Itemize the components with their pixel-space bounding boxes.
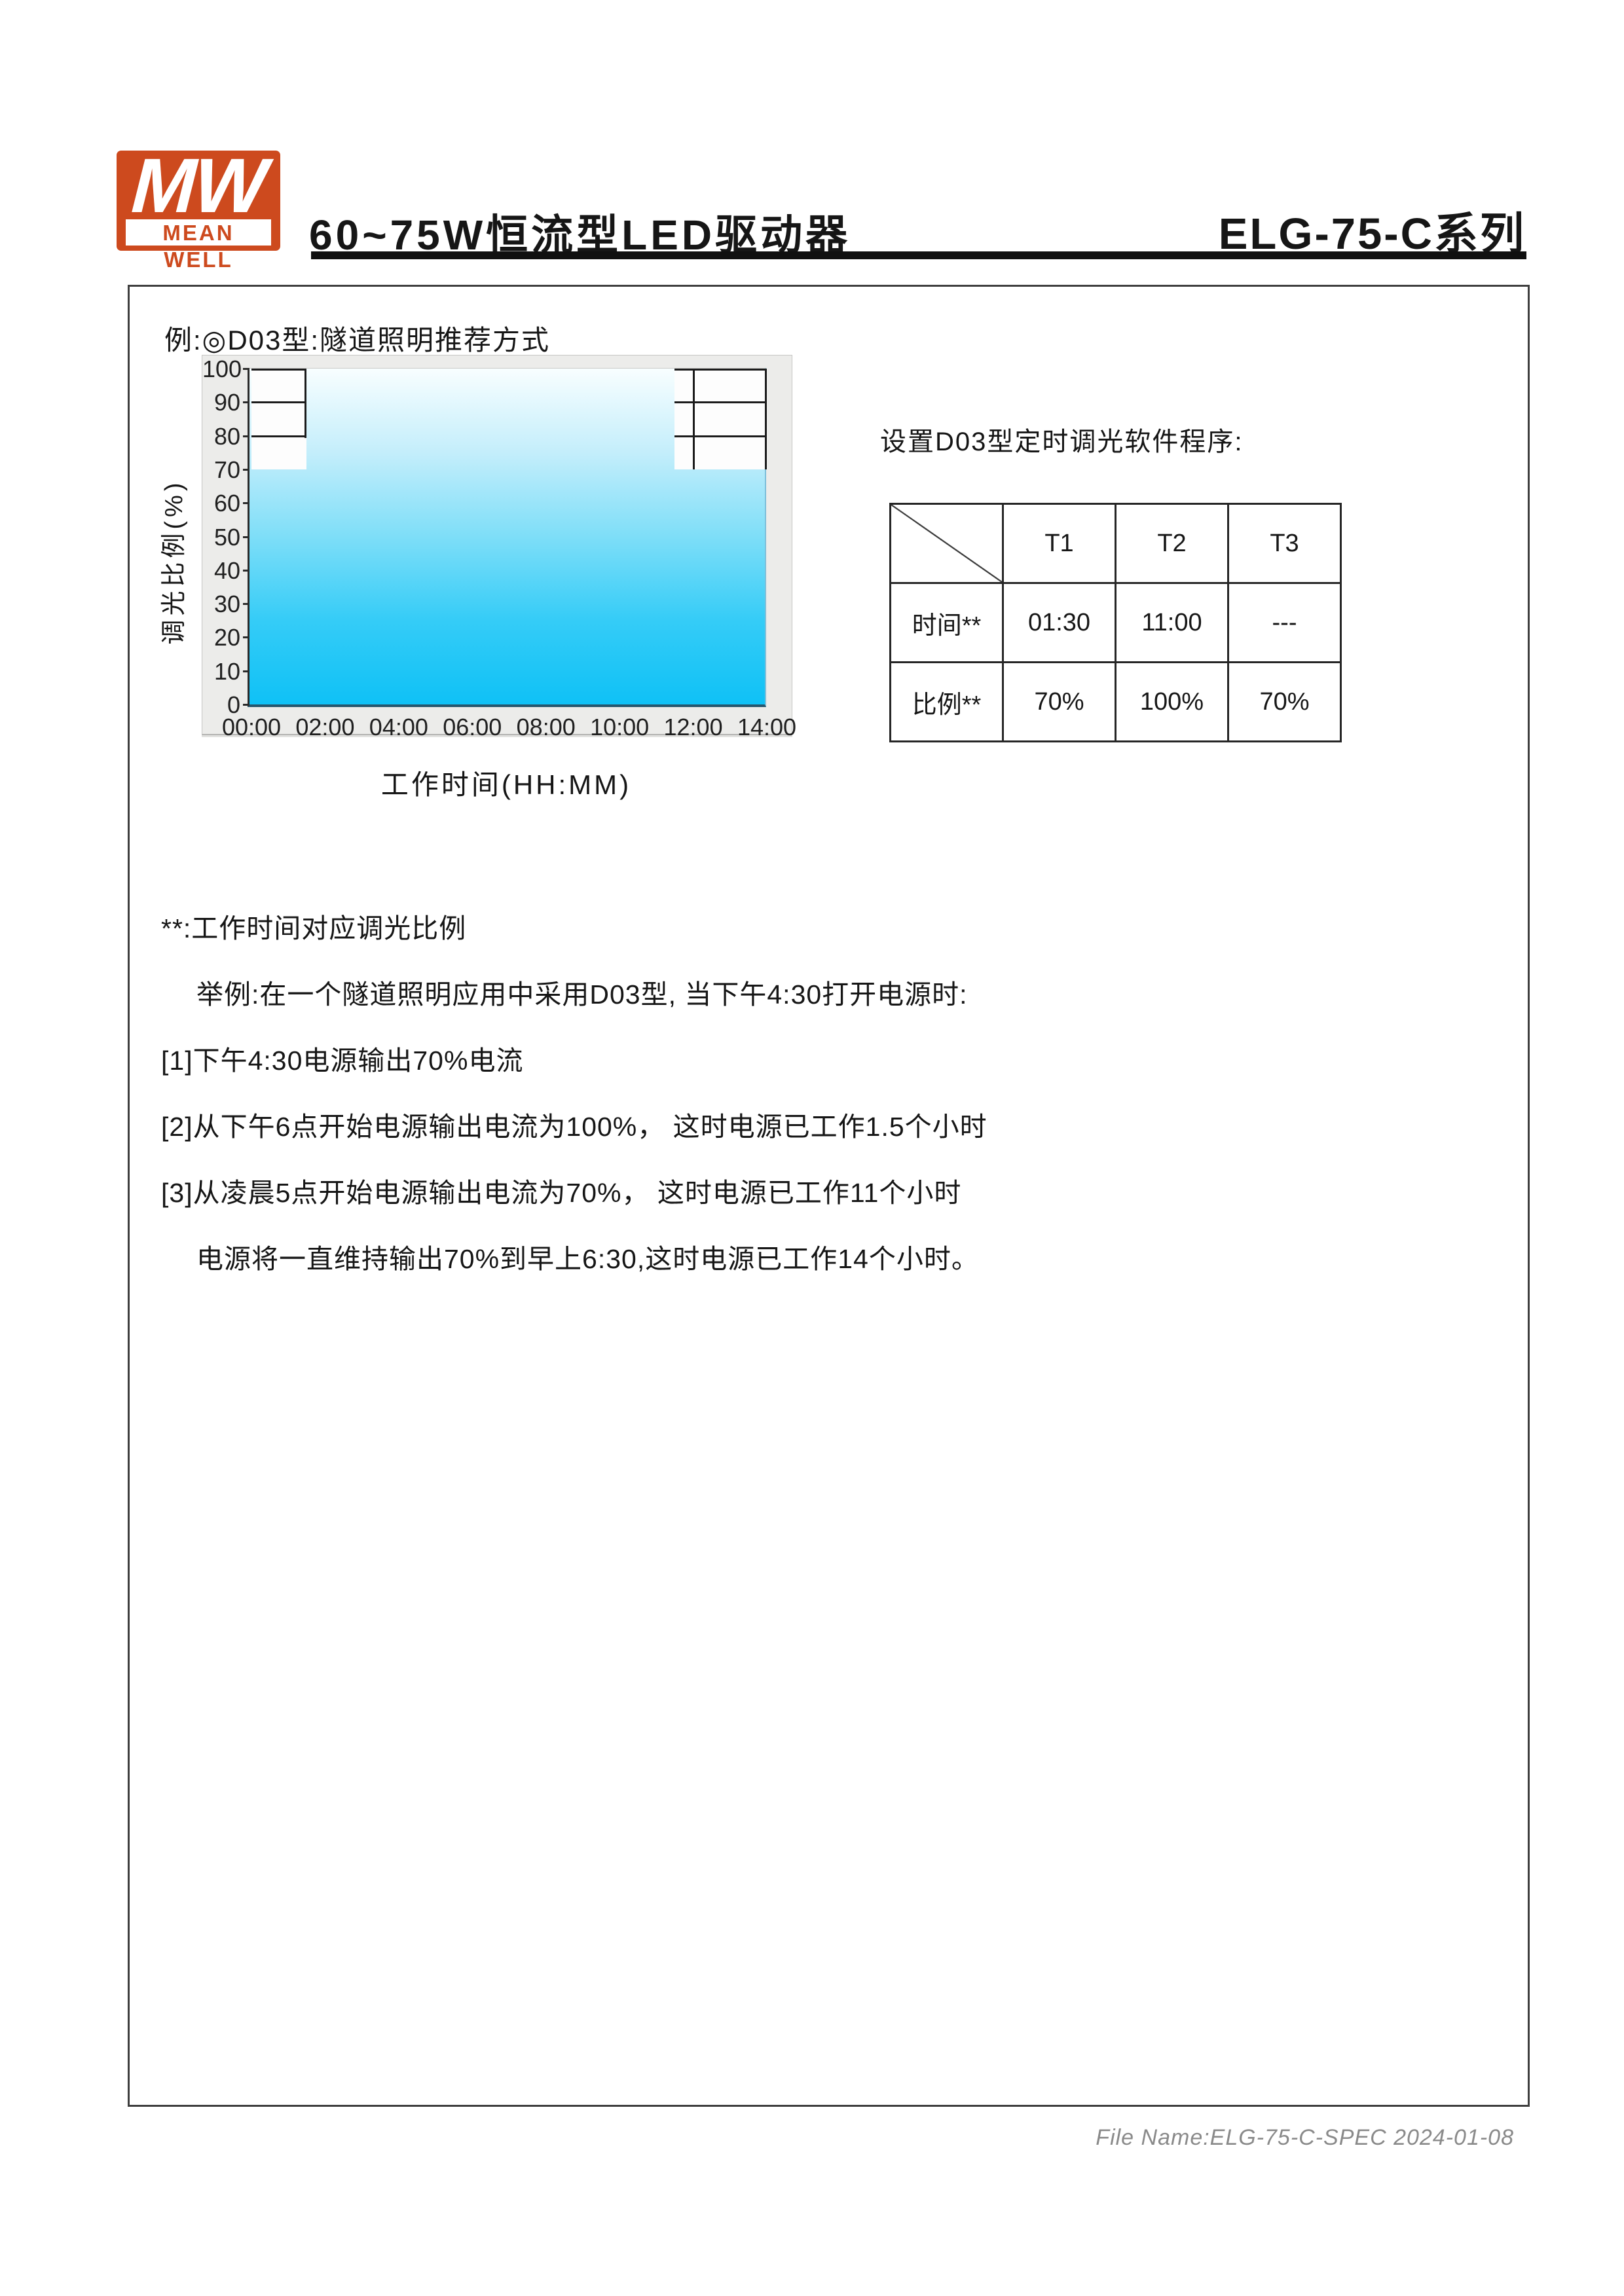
y-tick-mark [243, 435, 249, 437]
mw-logo-glyph: MW [122, 143, 275, 229]
example-label: 例:◎D03型:隧道照明推荐方式 [164, 325, 551, 355]
table-corner-cell [889, 503, 1004, 584]
y-tick-mark [243, 603, 249, 606]
time-t3: --- [1227, 582, 1342, 663]
note-line: [1]下午4:30电源输出70%电流 [161, 1046, 524, 1076]
y-axis-title: 调光比例(%) [160, 479, 188, 645]
y-tick-label: 40 [213, 556, 240, 584]
cutout-region [674, 369, 767, 469]
y-tick-mark [243, 502, 249, 505]
note-line: 举例:在一个隧道照明应用中采用D03型, 当下午4:30打开电源时: [196, 979, 968, 1010]
y-tick-label: 0 [227, 691, 240, 718]
y-tick-mark [243, 704, 249, 706]
ratio-t1: 70% [1002, 661, 1116, 742]
dimming-profile-chart: 0 10 20 30 40 50 60 70 80 90 100 00:00 02:00 04:00 06:… [202, 355, 796, 740]
grid-line-100 [674, 369, 767, 371]
grid-line-90 [251, 401, 307, 404]
y-tick-label: 60 [213, 490, 240, 517]
header-rule [311, 251, 1526, 259]
grid-line-90 [674, 401, 767, 404]
grid-line-80 [251, 435, 307, 437]
table-row-ratio: 比例** 70% 100% 70% [889, 661, 1342, 742]
x-tick-label: 00:00 [221, 714, 282, 740]
x-tick-label: 08:00 [516, 714, 576, 740]
y-tick-mark [243, 368, 249, 370]
y-tick-label: 70 [213, 456, 240, 483]
y-tick-label: 50 [213, 523, 240, 551]
y-tick-mark [243, 468, 249, 471]
mean-well-wordmark: MEAN WELL [126, 219, 271, 272]
ratio-t3: 70% [1227, 661, 1342, 742]
table-col-t1: T1 [1002, 503, 1116, 584]
x-axis-title: 工作时间(HH:MM) [380, 769, 632, 800]
mean-well-logo: MW MEAN WELL [117, 143, 280, 272]
mean-well-wordmark-text: MEAN WELL [162, 221, 234, 272]
row-label-ratio: 比例** [889, 661, 1004, 742]
y-tick-label: 30 [213, 591, 240, 618]
ratio-t2: 100% [1115, 661, 1229, 742]
grid-line-80 [674, 435, 767, 437]
grid-line-right-edge [764, 369, 767, 469]
y-tick-label: 90 [213, 389, 240, 416]
series-title: ELG-75-C系列 [1218, 210, 1526, 259]
time-t2: 11:00 [1115, 582, 1229, 663]
y-tick-mark [243, 670, 249, 672]
x-tick-label: 12:00 [663, 714, 723, 740]
table-row-time: 时间** 01:30 11:00 --- [889, 582, 1342, 663]
x-tick-label: 10:00 [590, 714, 650, 740]
table-col-t2: T2 [1115, 503, 1229, 584]
grid-line-100 [251, 369, 307, 371]
note-line: **:工作时间对应调光比例 [161, 913, 467, 943]
x-tick-label: 14:00 [737, 714, 797, 740]
y-tick-mark [243, 569, 249, 572]
y-tick-label: 80 [213, 422, 240, 450]
diagonal-line [891, 505, 1002, 582]
file-name-footer: File Name:ELG-75-C-SPEC 2024-01-08 [1096, 2125, 1514, 2150]
grid-line-vertical [692, 369, 695, 469]
grid-line-segment-edge [304, 369, 307, 438]
table-col-t3: T3 [1227, 503, 1342, 584]
note-line: [2]从下午6点开始电源输出电流为100%， 这时电源已工作1.5个小时 [161, 1112, 987, 1142]
table-header-row: T1 T2 T3 [889, 503, 1342, 584]
row-label-time: 时间** [889, 582, 1004, 663]
note-line: [3]从凌晨5点开始电源输出电流为70%， 这时电源已工作11个小时 [161, 1178, 962, 1208]
timer-dimming-table: T1 T2 T3 时间** 01:30 11:00 --- 比例** 70% 1… [889, 503, 1342, 742]
x-tick-label: 04:00 [369, 714, 428, 740]
y-tick-mark [243, 401, 249, 404]
notes-block: **:工作时间对应调光比例 举例:在一个隧道照明应用中采用D03型, 当下午4:… [161, 896, 987, 1292]
page-title: 60~75W恒流型LED驱动器 [309, 211, 851, 259]
y-tick-mark [243, 536, 249, 538]
time-t1: 01:30 [1002, 582, 1116, 663]
y-tick-label: 20 [213, 624, 240, 651]
software-program-title: 设置D03型定时调光软件程序: [880, 428, 1244, 456]
y-tick-mark [243, 636, 249, 639]
y-tick-label: 100 [202, 355, 242, 382]
x-tick-label: 06:00 [443, 714, 502, 740]
y-tick-label: 10 [213, 657, 240, 685]
cutout-region [251, 369, 307, 469]
x-tick-label: 02:00 [295, 714, 355, 740]
note-line: 电源将一直维持输出70%到早上6:30,这时电源已工作14个小时。 [196, 1244, 979, 1274]
